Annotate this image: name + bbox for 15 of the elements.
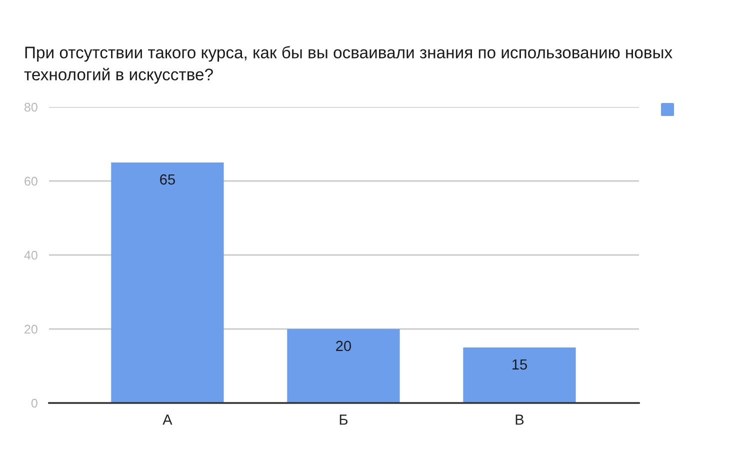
y-tick-label: 0: [31, 398, 38, 408]
data-label: 20: [336, 340, 352, 352]
data-label: 65: [160, 174, 175, 185]
x-tick-label: Б: [340, 414, 348, 425]
chart-title: При отсутствии такого курса, как бы вы осваивали знания по использованию новых технологий в искусстве?: [24, 46, 672, 84]
data-label: 15: [512, 359, 527, 370]
x-tick-label: А: [162, 414, 172, 425]
y-tick-label: 40: [24, 250, 38, 260]
bar: [111, 162, 224, 403]
x-tick-label: В: [516, 414, 524, 425]
y-tick-label: 60: [24, 176, 38, 186]
bar: [463, 348, 576, 403]
y-tick-label: 20: [24, 324, 38, 334]
bar: [287, 329, 400, 403]
y-tick-label: 80: [24, 102, 38, 112]
